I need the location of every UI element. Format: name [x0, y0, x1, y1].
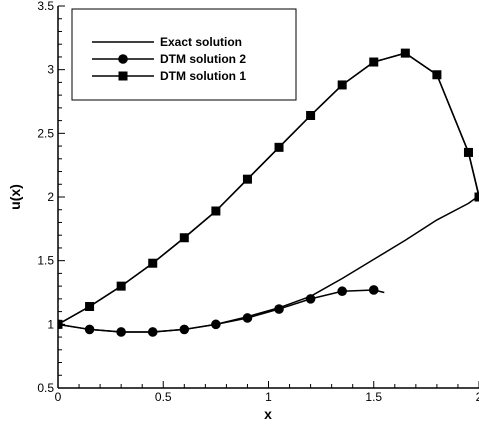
data-point-square	[116, 281, 126, 291]
legend-marker-square	[118, 71, 128, 81]
legend-box	[71, 8, 297, 101]
y-tick-label: 1	[47, 317, 54, 331]
y-tick-label: 2	[47, 190, 54, 204]
x-tick-label: 1	[265, 390, 272, 404]
y-axis-title: u(x)	[7, 184, 23, 210]
series-layer	[58, 48, 479, 337]
data-point-circle	[179, 324, 190, 335]
data-point-circle	[274, 304, 284, 314]
legend-item-1: Exact solution	[92, 35, 242, 49]
y-tick-label: 2.5	[37, 126, 54, 140]
legend-marker-circle	[118, 54, 128, 64]
x-tick-label: 0	[55, 390, 62, 404]
data-point-square	[463, 147, 473, 157]
x-tick-label: 2	[476, 390, 479, 404]
data-point-circle	[337, 286, 347, 297]
legend-label: DTM solution 1	[160, 69, 246, 83]
data-point-circle	[211, 319, 221, 330]
series-2	[58, 285, 385, 337]
data-point-square	[148, 258, 158, 268]
data-point-square	[369, 57, 379, 67]
series-line	[58, 289, 385, 333]
legend-item-3: DTM solution 1	[92, 69, 246, 83]
data-point-circle	[368, 285, 379, 295]
data-point-square	[211, 206, 221, 216]
data-point-square	[242, 174, 252, 184]
data-point-square	[432, 70, 442, 80]
x-axis-title: x	[264, 406, 272, 422]
data-point-circle	[305, 294, 316, 304]
legend-label: DTM solution 2	[160, 52, 246, 66]
data-point-circle	[116, 327, 126, 337]
data-point-square	[306, 111, 316, 121]
data-point-square	[85, 302, 95, 312]
legend-item-2: DTM solution 2	[92, 52, 246, 66]
x-tick-label: 0.5	[155, 390, 172, 404]
data-point-square	[400, 48, 410, 58]
data-point-square	[274, 142, 284, 152]
axes-layer: 00.511.520.511.522.533.5	[37, 0, 479, 404]
x-tick-label: 1.5	[365, 390, 382, 404]
y-tick-label: 3.5	[37, 0, 54, 13]
data-point-square	[179, 233, 189, 243]
data-point-square	[474, 192, 479, 202]
data-point-circle	[84, 324, 95, 335]
data-point-circle	[242, 313, 253, 323]
series-3	[58, 48, 479, 329]
y-tick-label: 3	[47, 63, 54, 77]
data-point-square	[337, 80, 347, 90]
legend: Exact solution DTM solution 2 DTM solution…	[71, 8, 297, 101]
y-tick-label: 0.5	[37, 381, 54, 395]
y-tick-label: 1.5	[37, 254, 54, 268]
legend-label: Exact solution	[160, 35, 242, 49]
data-point-circle	[147, 327, 158, 337]
